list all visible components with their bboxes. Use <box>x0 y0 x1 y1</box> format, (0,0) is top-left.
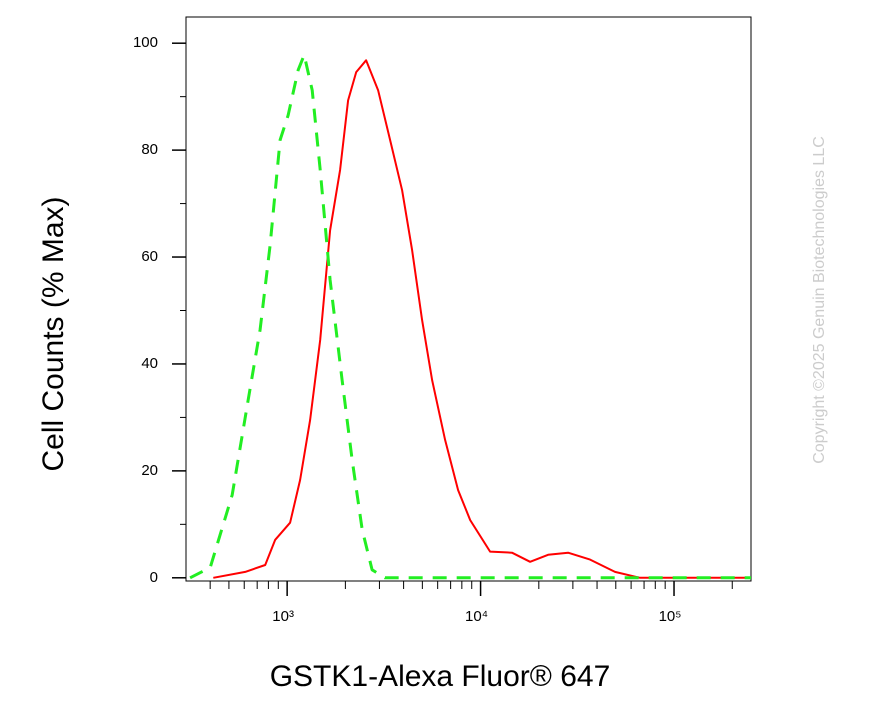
x-tick-label: 10⁵ <box>659 608 682 625</box>
x-axis-label: GSTK1-Alexa Fluor® 647 <box>270 660 611 693</box>
series-line <box>213 59 751 579</box>
y-tick-label: 80 <box>141 141 158 158</box>
y-tick-label: 0 <box>150 569 158 586</box>
y-tick-label: 40 <box>141 355 158 372</box>
y-axis-label: Cell Counts (% Max) <box>37 196 70 471</box>
watermark: Copyright ©2025 Genuin Biotechnologies L… <box>811 136 828 464</box>
x-tick-label: 10⁴ <box>465 608 488 625</box>
y-tick-label: 20 <box>141 462 158 479</box>
series-line <box>189 53 751 580</box>
y-tick-label: 100 <box>133 34 158 51</box>
y-tick-label: 60 <box>141 248 158 265</box>
x-tick-label: 10³ <box>272 608 294 625</box>
plot-frame <box>185 16 752 582</box>
